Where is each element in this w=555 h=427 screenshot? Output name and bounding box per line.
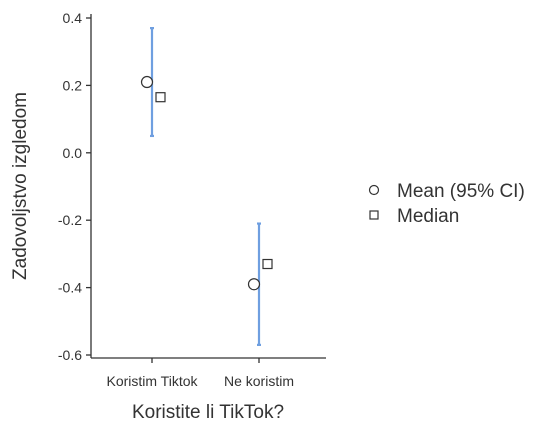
legend: Mean (95% CI) Median — [368, 181, 525, 227]
y-tick-label: -0.2 — [58, 212, 82, 228]
y-tick-label: 0.2 — [63, 77, 83, 93]
median-point — [155, 92, 166, 103]
mean-point — [140, 75, 154, 89]
median-point — [262, 258, 273, 270]
y-axis-title: Zadovoljstvo izgledom — [10, 92, 31, 280]
legend-median-marker — [369, 210, 379, 220]
y-tick-label: 0.4 — [63, 10, 83, 26]
y-tick-label: -0.6 — [58, 347, 82, 363]
legend-mean-label: Mean (95% CI) — [397, 181, 525, 202]
x-axis-title: Koristite li TikTok? — [132, 402, 284, 423]
legend-median-label: Median — [397, 206, 459, 227]
x-tick-label: Ne koristim — [224, 373, 294, 389]
y-tick-label: 0.0 — [63, 145, 83, 161]
plot-marks — [140, 27, 273, 346]
mean-point — [247, 278, 261, 291]
x-axis-ticks: Koristim Tiktok Ne koristim — [106, 358, 294, 389]
y-tick-label: -0.4 — [58, 280, 82, 296]
y-axis-ticks: 0.4 0.2 0.0 -0.2 -0.4 -0.6 — [58, 10, 91, 363]
x-tick-label: Koristim Tiktok — [106, 373, 198, 389]
legend-mean-marker — [368, 184, 380, 196]
